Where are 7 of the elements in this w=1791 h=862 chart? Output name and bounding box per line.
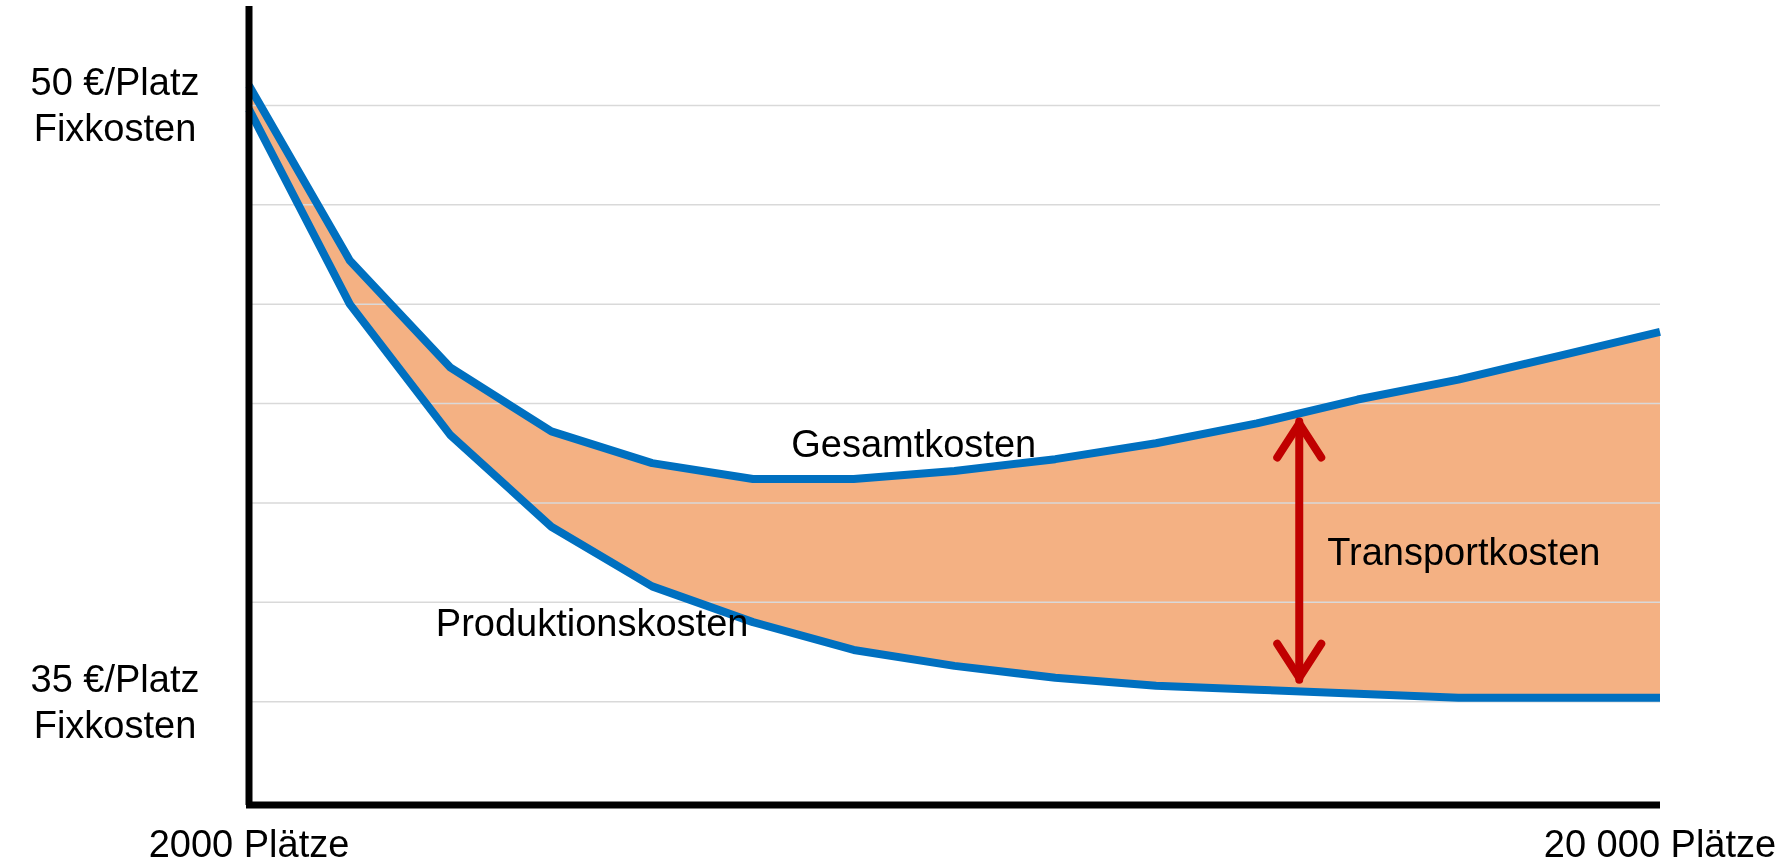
y-tick-label: 50 €/Platz Fixkosten <box>30 61 200 150</box>
series-label: Produktionskosten <box>435 602 749 645</box>
series-label: Gesamtkosten <box>791 423 1037 466</box>
x-tick-label: 2000 Plätze <box>148 823 350 862</box>
y-tick-label: 35 €/Platz Fixkosten <box>30 657 200 746</box>
annotation: Transportkosten <box>1327 530 1601 573</box>
x-tick-label: 20 000 Plätze <box>1543 823 1777 862</box>
